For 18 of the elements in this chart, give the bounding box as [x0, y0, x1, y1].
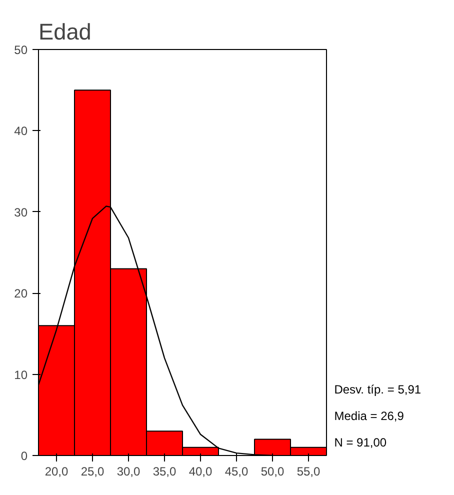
y-tick-label: 40	[14, 124, 28, 138]
chart-title: Edad	[38, 18, 92, 44]
y-tick-label: 10	[14, 368, 28, 382]
y-tick-label: 0	[20, 449, 28, 463]
x-tick-label: 35,0	[152, 464, 177, 478]
x-tick-label: 40,0	[188, 464, 213, 478]
y-tick-label: 20	[14, 286, 28, 301]
x-tick-label: 50,0	[260, 464, 285, 478]
x-tick-label: 55,0	[296, 464, 321, 478]
y-tick-label: 30	[14, 205, 28, 220]
x-tick-label: 25,0	[80, 464, 105, 478]
text: Desv. típ. = 5,91	[334, 382, 422, 397]
x-tick-label: 20,0	[44, 464, 69, 478]
y-tick-label: 50	[14, 43, 28, 57]
text: Media = 26,9	[334, 409, 404, 424]
text: N = 91,00	[334, 435, 387, 450]
x-tick-label: 30,0	[116, 464, 141, 478]
x-tick-label: 45,0	[224, 464, 249, 478]
